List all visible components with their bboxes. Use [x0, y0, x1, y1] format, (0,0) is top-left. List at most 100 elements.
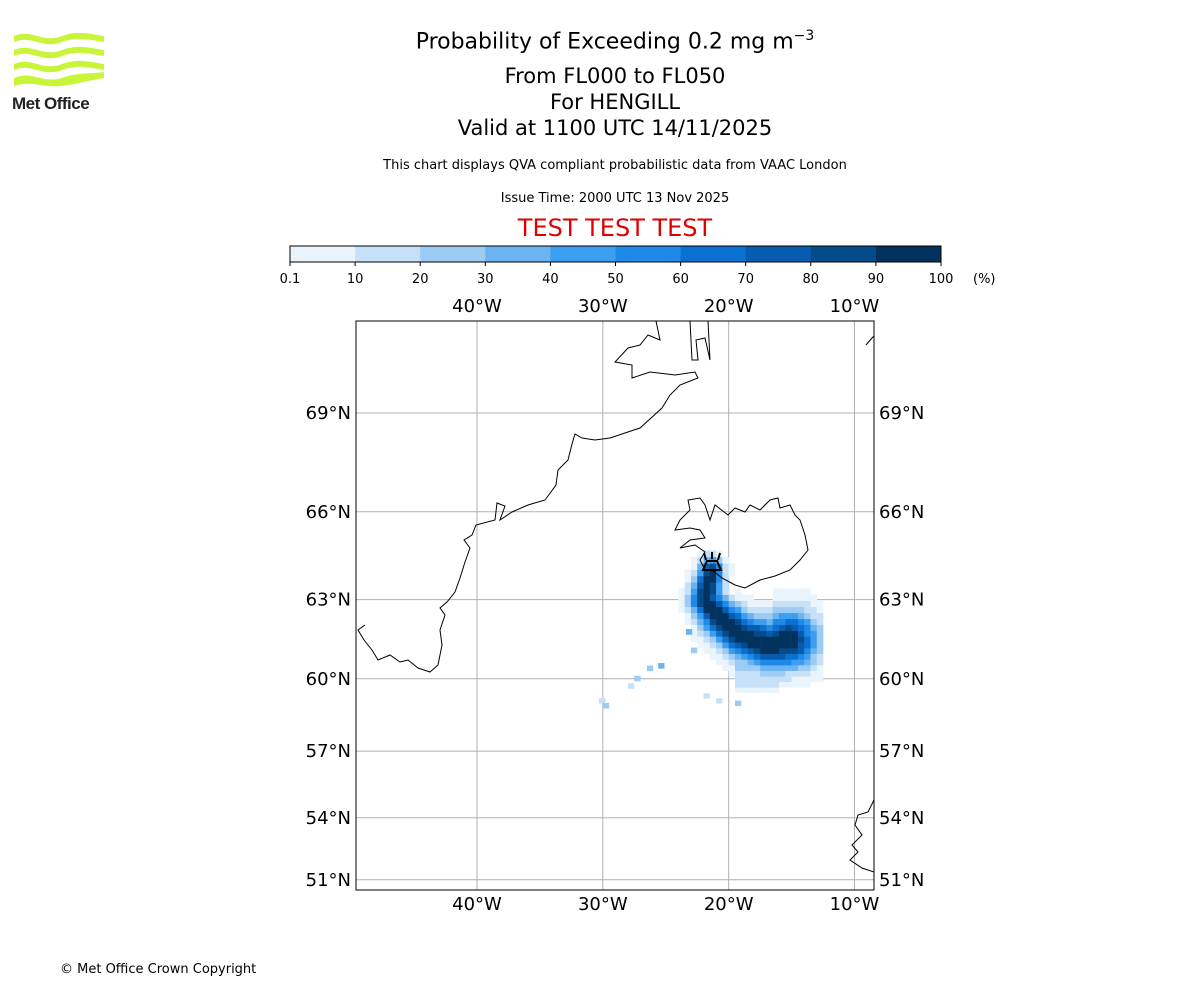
- probability-cell: [816, 612, 824, 620]
- probability-cell: [760, 665, 767, 671]
- colorbar-tick-label: 10: [347, 272, 364, 287]
- probability-cell: [797, 600, 805, 608]
- probability-cell: [728, 648, 736, 655]
- probability-cell: [703, 582, 711, 589]
- probability-cell: [779, 600, 786, 608]
- coastline-uk-ireland: [849, 799, 874, 873]
- probability-cell: [684, 569, 692, 577]
- probability-cell: [791, 588, 799, 595]
- probability-cell: [734, 612, 742, 620]
- lat-label: 54°N: [306, 808, 351, 829]
- probability-cell: [753, 653, 761, 660]
- probability-cell: [779, 676, 786, 683]
- probability-cell: [810, 642, 818, 649]
- probability-cell: [747, 653, 755, 660]
- probability-cell: [741, 624, 748, 631]
- probability-cell: [804, 624, 811, 631]
- probability-cell: [797, 636, 805, 643]
- map-frame: [355, 320, 875, 891]
- probability-cell: [779, 606, 786, 614]
- probability-cell: [791, 676, 799, 683]
- probability-cell: [685, 628, 693, 635]
- probability-cell: [797, 659, 805, 666]
- probability-cell: [741, 636, 748, 643]
- lon-label: 30°W: [578, 894, 628, 915]
- probability-cell: [741, 659, 748, 666]
- probability-cell: [734, 676, 742, 683]
- probability-cell: [734, 681, 742, 688]
- probability-cell: [753, 606, 761, 614]
- probability-cell: [697, 642, 704, 649]
- probability-cell: [728, 665, 736, 671]
- probability-cell: [709, 575, 717, 583]
- probability-cell: [791, 653, 799, 660]
- probability-cell: [709, 600, 717, 608]
- probability-cell: [804, 612, 811, 620]
- probability-cell: [760, 676, 767, 683]
- probability-cell: [697, 594, 704, 601]
- probability-cell: [804, 642, 811, 649]
- probability-cell: [703, 563, 711, 570]
- probability-cell: [741, 648, 748, 655]
- probability-cell: [728, 624, 736, 631]
- probability-cell: [797, 676, 805, 683]
- probability-cell: [785, 606, 792, 614]
- colorbar-tick-label: 0.1: [280, 272, 301, 287]
- probability-cell: [747, 618, 755, 625]
- probability-cell: [684, 594, 692, 601]
- axis-labels: 40°W 40°W 30°W 30°W 20°W 20°W 10°W 10°W 69°N 69°N…: [306, 296, 925, 915]
- probability-cell: [810, 636, 818, 643]
- probability-cell: [678, 594, 685, 601]
- probability-cell: [734, 665, 742, 671]
- probability-cell: [734, 659, 742, 666]
- probability-cell: [747, 681, 755, 688]
- probability-cell: [734, 642, 742, 649]
- probability-cell: [772, 648, 780, 655]
- probability-cell: [804, 636, 811, 643]
- probability-cell: [722, 594, 729, 601]
- probability-cell: [810, 612, 818, 620]
- colorbar-tick-label: 20: [412, 272, 429, 287]
- probability-cell: [816, 630, 824, 637]
- probability-cell: [684, 600, 692, 608]
- probability-cell: [734, 700, 742, 707]
- probability-cell: [772, 687, 780, 694]
- probability-cell: [785, 670, 792, 677]
- probability-cell: [709, 642, 717, 649]
- probability-cell: [703, 624, 711, 631]
- probability-cell: [797, 588, 805, 595]
- probability-cell: [785, 618, 792, 625]
- probability-cell: [810, 659, 818, 666]
- probability-cell: [697, 563, 704, 570]
- probability-cell: [722, 642, 729, 649]
- probability-cell: [634, 675, 641, 682]
- probability-cell: [766, 624, 774, 631]
- probability-cell: [804, 618, 811, 625]
- probability-cell: [816, 606, 824, 614]
- probability-cell: [741, 670, 748, 677]
- probability-cell: [734, 618, 742, 625]
- probability-cell: [697, 588, 704, 595]
- probability-cell: [716, 594, 723, 601]
- probability-cell: [772, 681, 780, 688]
- probability-cell: [716, 618, 723, 625]
- probability-cell: [741, 676, 748, 683]
- probability-cell: [722, 569, 729, 577]
- probability-cell: [690, 606, 698, 614]
- probability-cell: [747, 648, 755, 655]
- probability-cell: [804, 606, 811, 614]
- probability-cell: [785, 642, 792, 649]
- probability-cell: [734, 588, 742, 595]
- probability-cell: [690, 556, 698, 564]
- probability-cell: [779, 594, 786, 601]
- probability-cell: [772, 636, 780, 643]
- probability-cell: [728, 642, 736, 649]
- probability-cell: [766, 670, 774, 677]
- probability-cell: [703, 569, 711, 577]
- probability-cell: [772, 588, 780, 595]
- probability-cell: [804, 594, 811, 601]
- probability-cell: [703, 630, 711, 637]
- probability-cell: [747, 636, 755, 643]
- probability-cell: [741, 594, 748, 601]
- probability-cell: [690, 569, 698, 577]
